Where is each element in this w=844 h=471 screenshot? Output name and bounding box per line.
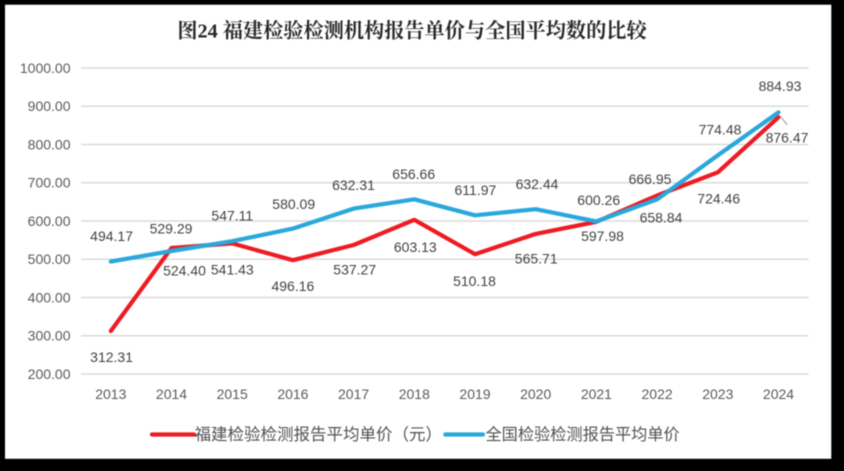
svg-text:400.00: 400.00 [28,289,71,305]
svg-text:496.16: 496.16 [271,278,314,294]
svg-text:2015: 2015 [217,386,248,402]
svg-text:200.00: 200.00 [28,366,71,382]
svg-text:580.09: 580.09 [272,196,315,212]
svg-text:图24 福建检验检测机构报告单价与全国平均数的比较: 图24 福建检验检测机构报告单价与全国平均数的比较 [177,19,648,43]
svg-text:632.31: 632.31 [332,177,375,193]
svg-text:2023: 2023 [702,386,733,402]
svg-text:494.17: 494.17 [90,228,133,244]
svg-text:800.00: 800.00 [28,136,71,152]
svg-text:529.29: 529.29 [150,220,193,236]
svg-text:565.71: 565.71 [515,251,558,267]
svg-text:537.27: 537.27 [333,261,376,277]
svg-text:774.48: 774.48 [699,121,742,137]
svg-text:2021: 2021 [581,386,612,402]
svg-text:541.43: 541.43 [211,261,254,277]
svg-text:884.93: 884.93 [759,78,802,94]
svg-text:312.31: 312.31 [90,349,133,365]
svg-text:全国检验检测报告平均单价: 全国检验检测报告平均单价 [486,426,680,444]
svg-text:2018: 2018 [399,386,430,402]
svg-text:611.97: 611.97 [455,182,497,198]
svg-text:600.00: 600.00 [28,213,71,229]
svg-text:658.84: 658.84 [640,210,683,226]
svg-text:876.47: 876.47 [766,129,809,145]
svg-text:510.18: 510.18 [453,273,496,289]
svg-text:500.00: 500.00 [28,251,71,267]
svg-text:656.66: 656.66 [392,166,435,182]
svg-text:597.98: 597.98 [581,228,624,244]
svg-text:724.46: 724.46 [697,191,740,207]
svg-text:632.44: 632.44 [516,176,559,192]
svg-text:2016: 2016 [277,386,308,402]
svg-text:2022: 2022 [642,386,673,402]
svg-text:2020: 2020 [520,386,551,402]
svg-text:2017: 2017 [338,386,369,402]
svg-text:547.11: 547.11 [211,208,253,224]
svg-text:1000.00: 1000.00 [20,60,71,76]
svg-text:524.40: 524.40 [163,263,206,279]
svg-text:600.26: 600.26 [577,192,620,208]
svg-text:福建检验检测报告平均单价（元）: 福建检验检测报告平均单价（元） [195,425,443,444]
svg-text:300.00: 300.00 [28,328,71,344]
svg-text:2013: 2013 [95,386,126,402]
svg-text:700.00: 700.00 [28,175,71,191]
svg-text:2024: 2024 [763,386,794,402]
svg-text:2019: 2019 [459,386,490,402]
svg-text:900.00: 900.00 [28,98,71,114]
svg-text:603.13: 603.13 [394,239,437,255]
svg-text:666.95: 666.95 [629,171,672,187]
svg-text:2014: 2014 [156,386,187,402]
